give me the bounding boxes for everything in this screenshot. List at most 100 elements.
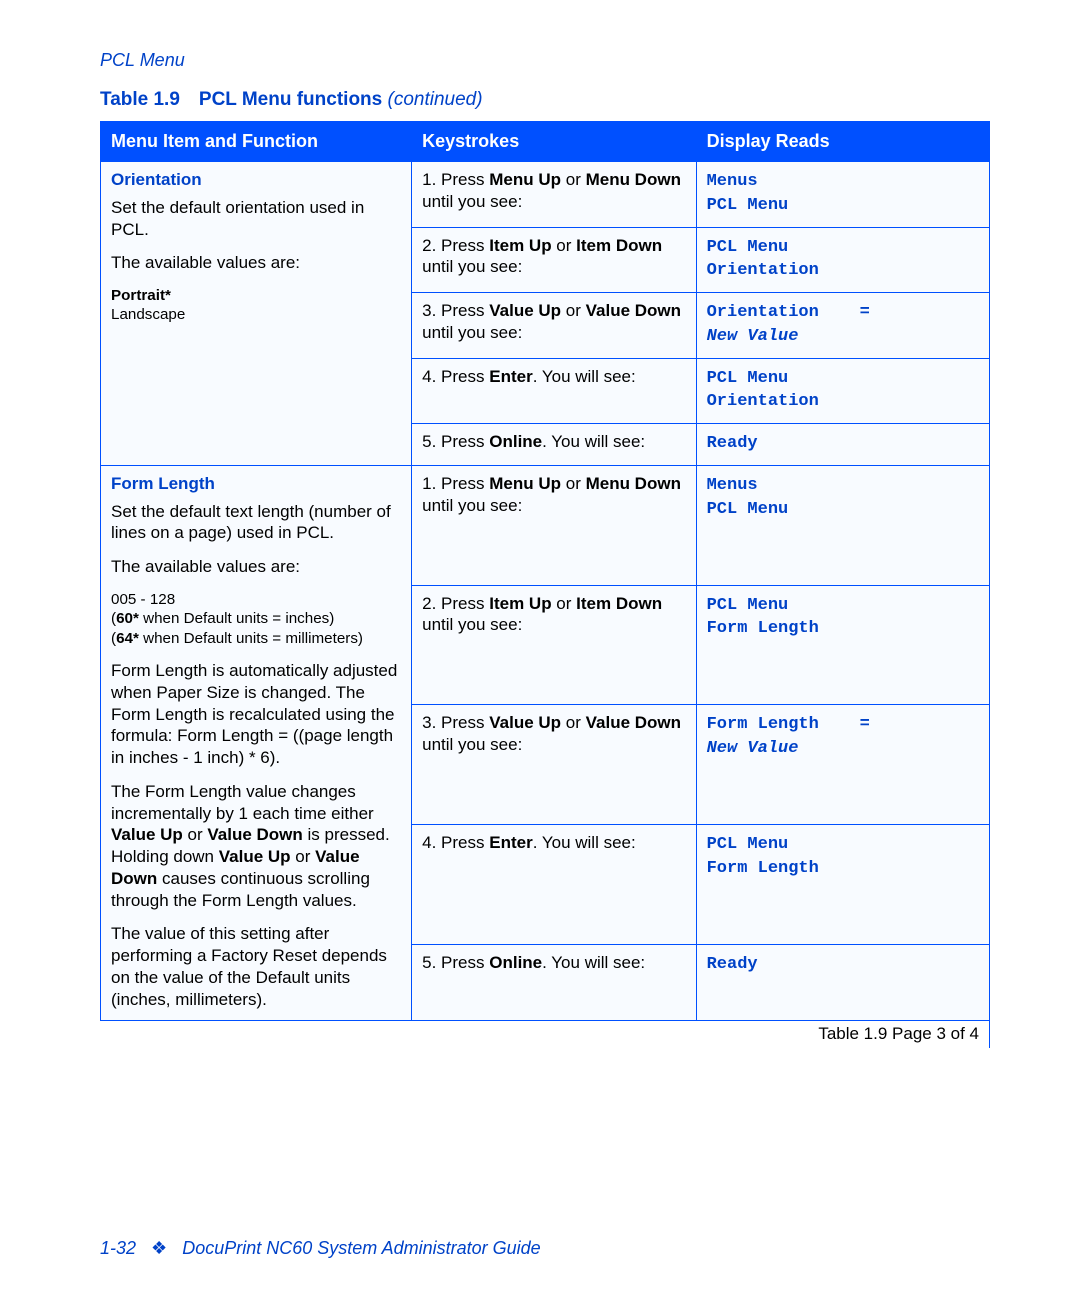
ks-bold: Menu Up	[489, 170, 561, 189]
cell-display: PCL Menu Form Length	[696, 585, 989, 705]
value-bold: 60*	[116, 610, 139, 627]
ks-text: or	[561, 170, 586, 189]
display-value: Menus PCL Menu	[707, 172, 789, 215]
ks-bold: Online	[489, 432, 542, 451]
ks-bold: Enter	[489, 833, 532, 852]
page-footer: 1-32 ❖ DocuPrint NC60 System Administrat…	[100, 1238, 990, 1259]
table-row: Orientation Set the default orientation …	[101, 162, 990, 228]
cell-keystroke: 1. Press Menu Up or Menu Down until you …	[412, 465, 696, 585]
cell-keystroke: 3. Press Value Up or Value Down until yo…	[412, 293, 696, 359]
cell-display: Form Length = New Value	[696, 705, 989, 825]
ks-text: until you see:	[422, 496, 522, 515]
ks-bold: Item Down	[576, 594, 662, 613]
footer-pagenum: 1-32	[100, 1238, 136, 1258]
ks-text: until you see:	[422, 192, 522, 211]
cell-function-orientation: Orientation Set the default orientation …	[101, 162, 412, 466]
cell-display: PCL Menu Orientation	[696, 227, 989, 293]
inc-bold: Value Up	[111, 825, 183, 844]
inc-text: The Form Length value changes incrementa…	[111, 782, 374, 823]
ks-text: . You will see:	[542, 953, 645, 972]
cell-keystroke: 4. Press Enter. You will see:	[412, 825, 696, 945]
table-pager: Table 1.9 Page 3 of 4	[100, 1020, 990, 1048]
formlength-desc: Set the default text length (number of l…	[111, 501, 401, 545]
ks-text: until you see:	[422, 323, 522, 342]
cell-keystroke: 5. Press Online. You will see:	[412, 944, 696, 1020]
ks-bold: Value Up	[489, 301, 561, 320]
display-value: Orientation = New Value	[707, 303, 870, 346]
value-landscape: Landscape	[111, 306, 185, 323]
cell-keystroke: 2. Press Item Up or Item Down until you …	[412, 585, 696, 705]
ks-text: until you see:	[422, 615, 522, 634]
value-text: when Default units = inches)	[139, 610, 334, 627]
ks-bold: Item Up	[489, 236, 551, 255]
ks-text: 4. Press	[422, 833, 489, 852]
ks-text: 3. Press	[422, 713, 489, 732]
formlength-title: Form Length	[111, 474, 215, 493]
orientation-desc: Set the default orientation used in PCL.	[111, 197, 401, 241]
orientation-title: Orientation	[111, 170, 202, 189]
cell-keystroke: 2. Press Item Up or Item Down until you …	[412, 227, 696, 293]
display-newvalue: New Value	[707, 327, 799, 346]
display-value: PCL Menu Orientation	[707, 238, 819, 281]
table-caption: Table 1.9 PCL Menu functions (continued)	[100, 89, 990, 111]
orientation-available: The available values are:	[111, 252, 401, 274]
display-value: Form Length = New Value	[707, 715, 870, 758]
display-line: Form Length =	[707, 715, 870, 734]
ks-bold: Menu Down	[586, 474, 681, 493]
ks-bold: Value Up	[489, 713, 561, 732]
display-value: Menus PCL Menu	[707, 476, 789, 519]
display-newvalue: New Value	[707, 739, 799, 758]
ks-text: 3. Press	[422, 301, 489, 320]
cell-display: Orientation = New Value	[696, 293, 989, 359]
ks-bold: Online	[489, 953, 542, 972]
ks-bold: Menu Up	[489, 474, 561, 493]
cell-display: PCL Menu Orientation	[696, 358, 989, 424]
ks-text: or	[561, 474, 586, 493]
formlength-increment: The Form Length value changes incrementa…	[111, 781, 401, 912]
display-value: Ready	[707, 434, 758, 453]
ks-text: until you see:	[422, 257, 522, 276]
ks-text: 1. Press	[422, 474, 489, 493]
footer-title: DocuPrint NC60 System Administrator Guid…	[182, 1238, 540, 1258]
display-value: Ready	[707, 955, 758, 974]
ks-text: 5. Press	[422, 953, 489, 972]
cell-display: Ready	[696, 424, 989, 466]
ks-text: 1. Press	[422, 170, 489, 189]
formlength-reset: The value of this setting after performi…	[111, 923, 401, 1010]
table-header-row: Menu Item and Function Keystrokes Displa…	[101, 122, 990, 162]
value-bold: 64*	[116, 630, 139, 647]
footer-diamond-icon: ❖	[151, 1238, 167, 1258]
pcl-menu-table: Menu Item and Function Keystrokes Displa…	[100, 121, 990, 1021]
ks-text: or	[561, 301, 586, 320]
col-header-function: Menu Item and Function	[101, 122, 412, 162]
ks-bold: Item Down	[576, 236, 662, 255]
display-value: PCL Menu Form Length	[707, 835, 819, 878]
value-portrait: Portrait*	[111, 287, 171, 304]
formlength-available: The available values are:	[111, 556, 401, 578]
ks-text: 5. Press	[422, 432, 489, 451]
ks-text: 2. Press	[422, 236, 489, 255]
cell-keystroke: 3. Press Value Up or Value Down until yo…	[412, 705, 696, 825]
cell-display: Menus PCL Menu	[696, 465, 989, 585]
display-value: PCL Menu Orientation	[707, 369, 819, 412]
ks-text: 2. Press	[422, 594, 489, 613]
cell-keystroke: 5. Press Online. You will see:	[412, 424, 696, 466]
col-header-display: Display Reads	[696, 122, 989, 162]
ks-text: until you see:	[422, 735, 522, 754]
ks-text: 4. Press	[422, 367, 489, 386]
value-range: 005 - 128	[111, 591, 175, 608]
ks-text: or	[552, 594, 577, 613]
table-caption-text: Table 1.9 PCL Menu functions	[100, 89, 388, 110]
orientation-values: Portrait* Landscape	[111, 286, 401, 325]
ks-text: or	[561, 713, 586, 732]
ks-text: . You will see:	[533, 367, 636, 386]
ks-text: or	[552, 236, 577, 255]
display-value: PCL Menu Form Length	[707, 596, 819, 639]
ks-bold: Menu Down	[586, 170, 681, 189]
inc-bold: Value Up	[219, 847, 291, 866]
table-caption-continued: (continued)	[388, 89, 483, 110]
ks-bold: Item Up	[489, 594, 551, 613]
col-header-keystrokes: Keystrokes	[412, 122, 696, 162]
inc-text: or	[183, 825, 208, 844]
formlength-values: 005 - 128 (60* when Default units = inch…	[111, 590, 401, 648]
